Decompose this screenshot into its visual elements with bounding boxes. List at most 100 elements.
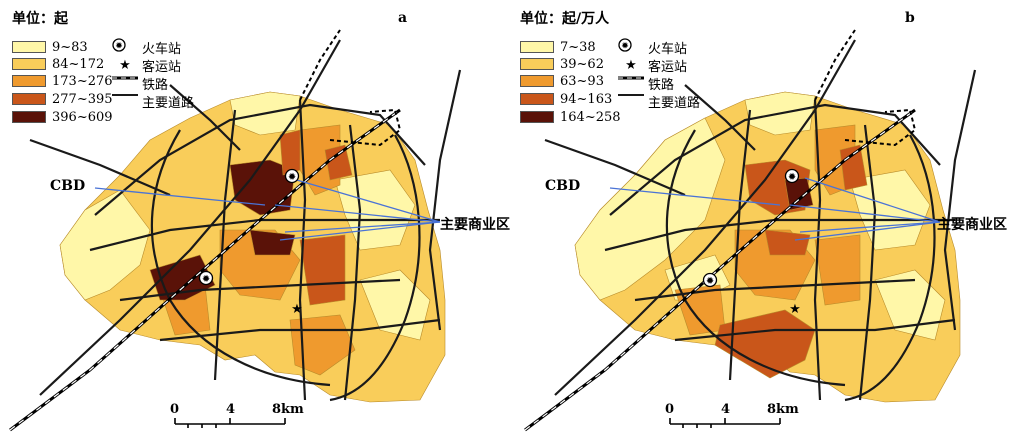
pointer-lines-b [609, 177, 941, 241]
region-a-yellow-1 [59, 189, 151, 301]
legend-label: 84~172 [52, 56, 105, 72]
legend-label: 63~93 [560, 73, 604, 89]
scale-label-4: 4 [721, 402, 731, 417]
legend-item: 94~163 [520, 91, 613, 107]
bus-station-marker-a: ★ [291, 302, 303, 317]
train-station-icon: ✹ [618, 38, 644, 55]
legend-swatch [520, 111, 554, 123]
main-road-icon [618, 94, 644, 109]
region-a-orange-3 [299, 234, 346, 306]
legend-swatch [12, 41, 46, 53]
legend-railway: 铁路 [618, 74, 674, 93]
bus-station-marker-b: ★ [789, 302, 801, 317]
legend-swatch [520, 93, 554, 105]
choropleth-map-b: ✹ ✹ ★ [524, 29, 977, 432]
region-b-dark-1 [784, 177, 814, 211]
legend-item: 39~62 [520, 56, 604, 72]
train-station-icon: ✹ [112, 38, 138, 55]
main-road-icon [112, 94, 138, 109]
region-b-yellow-2 [849, 169, 931, 251]
region-a-dark-3 [249, 229, 296, 256]
legend-railway: 铁路 [112, 74, 168, 93]
svg-text:✹: ✹ [621, 42, 629, 52]
scale-bar-a [174, 418, 286, 428]
region-b-yellow-1 [574, 117, 726, 301]
legend-main-road: 主要道路 [112, 92, 194, 111]
legend-swatch [520, 41, 554, 53]
scale-bar-b [669, 418, 781, 428]
legend-item: 173~276 [12, 73, 113, 89]
main-roads-a [29, 39, 462, 402]
legend-bus-station: ★ 客运站 [112, 56, 181, 75]
train-station-marker-a-1: ✹ [284, 168, 300, 184]
svg-text:✹: ✹ [788, 172, 796, 183]
legend-main-road-label: 主要道路 [648, 96, 701, 111]
panel-letter: a [398, 10, 408, 26]
legend-label: 7~38 [560, 39, 596, 55]
region-a-dark-1 [229, 159, 296, 216]
legend-bus-station-label: 客运站 [142, 60, 182, 75]
legend-bus-station: ★ 客运站 [618, 56, 687, 75]
main-roads-b [544, 39, 977, 402]
legend-train-station-label: 火车站 [142, 42, 182, 57]
scale-label-0: 0 [665, 402, 675, 417]
legend-label: 94~163 [560, 91, 613, 107]
scale-label-4: 4 [226, 402, 236, 417]
legend-label: 164~258 [560, 109, 621, 125]
railways-a [9, 29, 402, 432]
region-a-yellow-2 [334, 169, 416, 251]
legend-train-station: ✹ 火车站 [112, 38, 181, 57]
legend-label: 173~276 [52, 73, 113, 89]
legend-item: 277~395 [12, 91, 113, 107]
legend-swatch [520, 75, 554, 87]
legend-label: 277~395 [52, 91, 113, 107]
legend-swatch [12, 93, 46, 105]
legend-item: 396~609 [12, 109, 113, 125]
legend-swatch [12, 75, 46, 87]
legend-main-road: 主要道路 [618, 92, 700, 111]
legend-railway-label: 铁路 [648, 78, 675, 93]
region-b-red-4 [764, 229, 811, 256]
legend-label: 396~609 [52, 109, 113, 125]
region-b-red-3 [714, 309, 816, 379]
scale-label-8km: 8km [767, 402, 799, 417]
bus-station-icon: ★ [119, 58, 131, 73]
train-station-marker-b-1: ✹ [784, 168, 800, 184]
legend-unit: 单位：起/万人 [520, 11, 610, 27]
train-station-marker-a-2: ✹ [198, 270, 214, 286]
legend-swatch [520, 58, 554, 70]
commercial-area-label: 主要商业区 [440, 217, 510, 233]
svg-text:✹: ✹ [288, 172, 296, 183]
legend-label: 39~62 [560, 56, 604, 72]
railway-icon [112, 76, 138, 91]
legend-swatch [12, 111, 46, 123]
region-b-red-2 [839, 144, 868, 191]
legend-item: 9~83 [12, 39, 88, 55]
scale-label-8km: 8km [272, 402, 304, 417]
legend-train-station: ✹ 火车站 [618, 38, 687, 57]
legend-train-station-label: 火车站 [648, 42, 688, 57]
panel-letter: b [905, 10, 915, 26]
pointer-lines-a [94, 177, 441, 241]
legend-item: 7~38 [520, 39, 596, 55]
train-station-marker-b-2: ✹ [702, 272, 718, 288]
scale-label-0: 0 [170, 402, 180, 417]
svg-text:✹: ✹ [706, 276, 714, 287]
region-a-orange-6 [324, 144, 353, 181]
legend-item: 84~172 [12, 56, 105, 72]
railway-icon [618, 76, 644, 91]
legend-railway-label: 铁路 [142, 78, 169, 93]
legend-label: 9~83 [52, 39, 88, 55]
bus-station-icon: ★ [625, 58, 637, 73]
svg-text:✹: ✹ [202, 274, 210, 285]
cbd-label: CBD [545, 178, 581, 194]
legend-unit: 单位：起 [12, 11, 68, 27]
choropleth-map-a: ✹ ✹ ★ [9, 29, 462, 432]
region-b-orange-4 [814, 234, 861, 306]
legend-item: 164~258 [520, 109, 621, 125]
commercial-area-label: 主要商业区 [937, 217, 1007, 233]
legend-main-road-label: 主要道路 [142, 96, 195, 111]
map-panel-a: ✹ ✹ ★ 单位：起 a 9~83 84~172 173~276 277~395… [9, 10, 510, 432]
legend-item: 63~93 [520, 73, 604, 89]
map-panel-b: ✹ ✹ ★ 单位：起/万人 b 7~38 39~62 63~93 94~163 … [515, 0, 1030, 437]
